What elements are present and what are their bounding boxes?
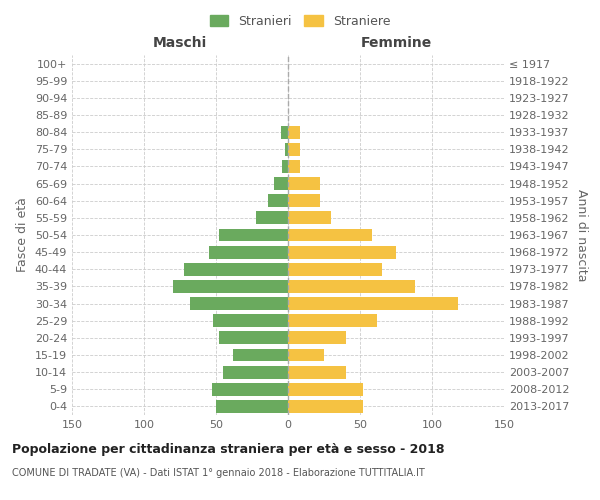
Bar: [288, 263, 382, 276]
Bar: [288, 400, 363, 413]
Text: Maschi: Maschi: [153, 36, 207, 50]
Bar: [288, 297, 458, 310]
Bar: [285, 143, 288, 156]
Y-axis label: Anni di nascita: Anni di nascita: [575, 188, 588, 281]
Bar: [288, 143, 299, 156]
Bar: [233, 348, 288, 362]
Bar: [288, 383, 363, 396]
Bar: [288, 212, 331, 224]
Legend: Stranieri, Straniere: Stranieri, Straniere: [206, 11, 394, 32]
Bar: [281, 126, 288, 138]
Text: COMUNE DI TRADATE (VA) - Dati ISTAT 1° gennaio 2018 - Elaborazione TUTTITALIA.IT: COMUNE DI TRADATE (VA) - Dati ISTAT 1° g…: [12, 468, 425, 477]
Text: Femmine: Femmine: [361, 36, 431, 50]
Bar: [282, 160, 288, 173]
Text: Popolazione per cittadinanza straniera per età e sesso - 2018: Popolazione per cittadinanza straniera p…: [12, 442, 445, 456]
Y-axis label: Fasce di età: Fasce di età: [16, 198, 29, 272]
Bar: [213, 314, 288, 327]
Bar: [288, 314, 377, 327]
Bar: [212, 383, 288, 396]
Bar: [288, 246, 396, 258]
Bar: [219, 332, 288, 344]
Bar: [223, 366, 288, 378]
Bar: [288, 160, 299, 173]
Bar: [288, 366, 346, 378]
Bar: [190, 297, 288, 310]
Bar: [209, 246, 288, 258]
Bar: [216, 400, 288, 413]
Bar: [288, 228, 371, 241]
Bar: [274, 177, 288, 190]
Bar: [173, 280, 288, 293]
Bar: [288, 126, 299, 138]
Bar: [288, 177, 320, 190]
Bar: [288, 348, 324, 362]
Bar: [256, 212, 288, 224]
Bar: [268, 194, 288, 207]
Bar: [288, 280, 415, 293]
Bar: [219, 228, 288, 241]
Bar: [288, 332, 346, 344]
Bar: [184, 263, 288, 276]
Bar: [288, 194, 320, 207]
